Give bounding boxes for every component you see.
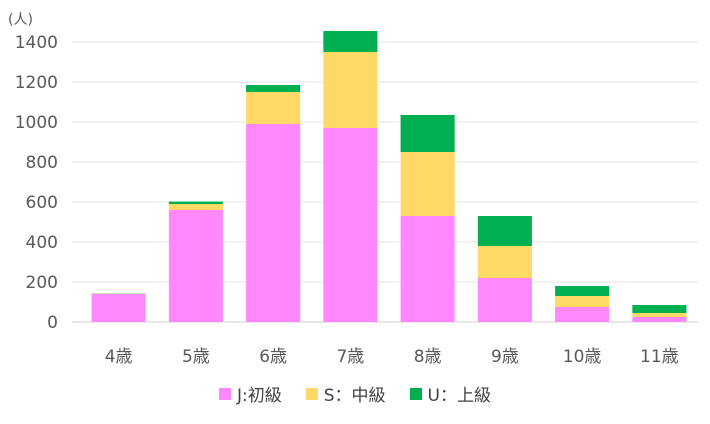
y-tick-label: 0 [47, 313, 58, 333]
bar-segment [555, 296, 610, 307]
x-tick-label: 4歳 [105, 347, 133, 367]
y-tick-label: 800 [26, 153, 58, 173]
legend-swatch-beginner [219, 387, 231, 400]
bar-segment [91, 294, 146, 322]
bars [91, 31, 687, 322]
x-tick-label: 5歳 [182, 347, 210, 367]
bar-segment [246, 92, 301, 124]
x-tick-label: 6歳 [259, 347, 287, 367]
legend-item-beginner: J:初級 [219, 381, 282, 406]
legend-label-advanced: U：上級 [427, 386, 491, 406]
y-axis-unit-label: (人) [8, 12, 33, 28]
bar-segment [555, 307, 610, 322]
bar-segment [168, 201, 223, 204]
bar-segment [400, 152, 455, 216]
y-tick-label: 600 [26, 193, 58, 213]
x-axis-ticks: 4歳 5歳 6歳 7歳 8歳 9歳 10歳 11歳 [105, 347, 679, 367]
bar-segment [400, 115, 455, 152]
legend: J:初級 S：中級 U：上級 [0, 381, 710, 406]
y-tick-label: 400 [26, 233, 58, 253]
y-tick-label: 1200 [15, 73, 58, 93]
bar-segment [632, 305, 687, 313]
x-tick-label: 7歳 [336, 347, 364, 367]
bar-segment [632, 313, 687, 317]
x-tick-label: 11歳 [640, 347, 679, 367]
x-tick-label: 8歳 [414, 347, 442, 367]
y-tick-label: 200 [26, 273, 58, 293]
x-tick-label: 9歳 [491, 347, 519, 367]
legend-swatch-advanced [409, 387, 422, 400]
y-tick-label: 1000 [15, 113, 58, 133]
bar-segment [477, 278, 532, 322]
bar-segment [477, 246, 532, 278]
legend-item-advanced: U：上級 [409, 381, 491, 406]
gridlines [72, 41, 698, 323]
bar-segment [246, 85, 301, 92]
stacked-bar-chart: (人) 0 200 400 600 800 1000 1200 1400 4歳 5歳 6歳 7歳 8歳… [8, 12, 698, 367]
bar-segment [400, 216, 455, 322]
legend-label-beginner: J:初級 [237, 386, 282, 406]
bar-segment [632, 317, 687, 322]
x-tick-label: 10歳 [563, 347, 602, 367]
legend-swatch-intermediate [305, 387, 318, 400]
y-tick-label: 1400 [15, 33, 58, 53]
bar-segment [323, 52, 378, 128]
bar-segment [323, 128, 378, 322]
y-axis-ticks: 0 200 400 600 800 1000 1200 1400 [15, 33, 58, 333]
legend-label-intermediate: S：中級 [323, 386, 386, 406]
bar-segment [555, 286, 610, 296]
legend-item-intermediate: S：中級 [305, 381, 386, 406]
bar-segment [168, 210, 223, 322]
bar-segment [246, 124, 301, 322]
bar-segment [168, 204, 223, 210]
bar-segment [477, 216, 532, 246]
bar-segment [323, 31, 378, 52]
